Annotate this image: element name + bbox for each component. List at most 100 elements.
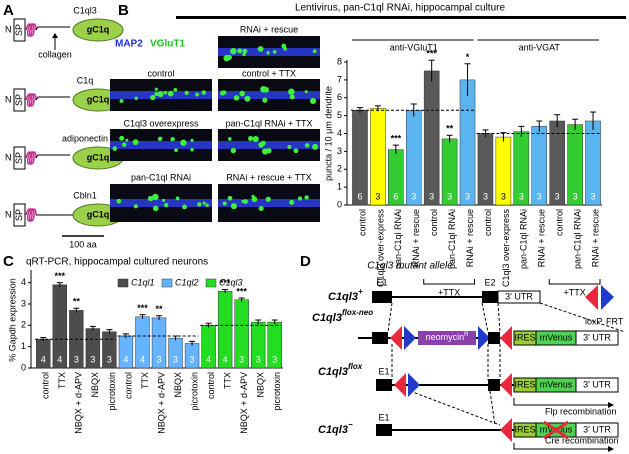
significance: *** bbox=[55, 271, 66, 281]
n-label: 3 bbox=[537, 191, 542, 201]
n-label: 3 bbox=[90, 354, 95, 364]
n-label: 4 bbox=[41, 354, 46, 364]
y-tick-label: 7 bbox=[337, 74, 342, 84]
exon-label: E1 bbox=[376, 277, 387, 287]
exon bbox=[376, 424, 392, 436]
puncta bbox=[242, 52, 246, 57]
significance: ** bbox=[155, 304, 163, 314]
x-tick-label: NBQX + d-APV bbox=[74, 372, 84, 434]
utr-label: 3' UTR bbox=[583, 424, 611, 434]
panel-letter: B bbox=[118, 2, 129, 19]
n-label: 6 bbox=[357, 191, 362, 201]
x-tick-label: control bbox=[429, 209, 439, 236]
puncta bbox=[266, 51, 270, 55]
allele-label: C1ql3flox-neo bbox=[312, 308, 373, 324]
collagen-region bbox=[35, 96, 70, 101]
significance: *** bbox=[220, 278, 231, 288]
puncta bbox=[227, 195, 233, 201]
puncta bbox=[175, 196, 180, 201]
x-tick-label: control bbox=[206, 372, 216, 399]
y-tick-label: 0 bbox=[21, 362, 26, 372]
puncta bbox=[174, 148, 178, 153]
group-label: anti-VGluT1 bbox=[390, 42, 438, 52]
dendrite bbox=[218, 91, 320, 99]
n-label: 3 bbox=[591, 191, 596, 201]
y-tick-label: 3 bbox=[21, 298, 26, 308]
protein-name: Cbln1 bbox=[73, 190, 97, 200]
allele-label: C1ql3+ bbox=[328, 287, 363, 303]
puncta bbox=[163, 90, 168, 95]
sp-label: SP bbox=[14, 94, 24, 106]
panel-title: Lentivirus, pan-C1ql RNAi, hippocampal c… bbox=[295, 3, 506, 14]
x-tick-label: NBQX + d-APV bbox=[156, 372, 166, 434]
puncta bbox=[252, 135, 259, 143]
domain-label: gC1q bbox=[87, 209, 110, 219]
panel-letter: C bbox=[3, 253, 14, 270]
frt-site bbox=[404, 326, 416, 350]
collagen-label: collagen bbox=[38, 49, 72, 59]
exon bbox=[372, 291, 392, 303]
puncta bbox=[258, 142, 264, 148]
puncta bbox=[227, 137, 232, 141]
significance: ** bbox=[446, 124, 454, 134]
puncta bbox=[309, 97, 317, 105]
protein-name: C1q bbox=[77, 75, 94, 85]
x-tick-label: pan-C1ql RNAi bbox=[447, 209, 457, 269]
panel-letter: D bbox=[300, 253, 311, 270]
y-tick-label: 8 bbox=[337, 56, 342, 66]
sp-label: SP bbox=[14, 24, 24, 36]
x-tick-label: TTX bbox=[223, 372, 233, 389]
puncta bbox=[304, 195, 309, 200]
sp-label: SP bbox=[14, 152, 24, 164]
exon bbox=[488, 379, 500, 391]
puncta bbox=[251, 196, 258, 203]
x-tick-label: pan-C1ql RNAi bbox=[572, 209, 582, 269]
utr-box bbox=[497, 290, 541, 304]
image-label: control + TTX bbox=[242, 68, 296, 78]
n-label: 3 bbox=[156, 354, 161, 364]
collagen-region bbox=[35, 154, 70, 159]
puncta bbox=[147, 195, 154, 202]
puncta bbox=[304, 90, 308, 94]
n-label: 3 bbox=[555, 191, 560, 201]
puncta bbox=[154, 92, 159, 97]
dendrite bbox=[110, 199, 212, 207]
n-terminus: N bbox=[5, 209, 12, 219]
puncta bbox=[312, 143, 319, 150]
neo-label: neomycinR bbox=[426, 332, 470, 343]
signal-peptide bbox=[13, 203, 26, 227]
n-label: 4 bbox=[140, 354, 145, 364]
legend-swatch bbox=[161, 278, 173, 288]
stain-label: VGluT1 bbox=[150, 39, 185, 50]
significance: *** bbox=[426, 49, 437, 59]
y-tick-label: 1 bbox=[21, 341, 26, 351]
legend-label: C1ql2 bbox=[175, 277, 199, 287]
x-tick-label: pan-C1ql RNAi bbox=[393, 209, 403, 269]
n-terminus: N bbox=[5, 152, 12, 162]
puncta bbox=[116, 198, 122, 204]
y-tick-label: 0 bbox=[337, 199, 342, 209]
x-tick-label: picrotoxin bbox=[272, 372, 282, 411]
panel-letter: A bbox=[3, 2, 14, 19]
puncta bbox=[243, 199, 248, 205]
y-tick-label: 3 bbox=[337, 146, 342, 156]
puncta bbox=[190, 148, 194, 152]
puncta bbox=[233, 95, 240, 101]
puncta bbox=[154, 87, 158, 91]
puncta bbox=[195, 92, 200, 97]
x-tick-label: RNAi + rescue bbox=[411, 209, 421, 267]
bracket bbox=[548, 279, 601, 285]
significance: *** bbox=[236, 286, 247, 296]
neo-box bbox=[418, 331, 476, 345]
puncta bbox=[163, 202, 169, 208]
frt-site bbox=[478, 326, 490, 350]
puncta bbox=[119, 99, 124, 103]
panel-title: qRT-PCR, hippocampal cultured neurons bbox=[26, 257, 208, 268]
x-tick-label: NBQX bbox=[90, 372, 100, 398]
puncta bbox=[119, 135, 125, 141]
allele-diagram: loxP FRT C1ql3+ E1 E2 3' UTR C1ql3flox-n… bbox=[312, 277, 626, 452]
sp-label: SP bbox=[14, 209, 24, 221]
domain-label: gC1q bbox=[87, 94, 110, 104]
image-label: pan-C1ql RNAi bbox=[131, 172, 191, 182]
scale-label: 100 aa bbox=[69, 239, 97, 249]
